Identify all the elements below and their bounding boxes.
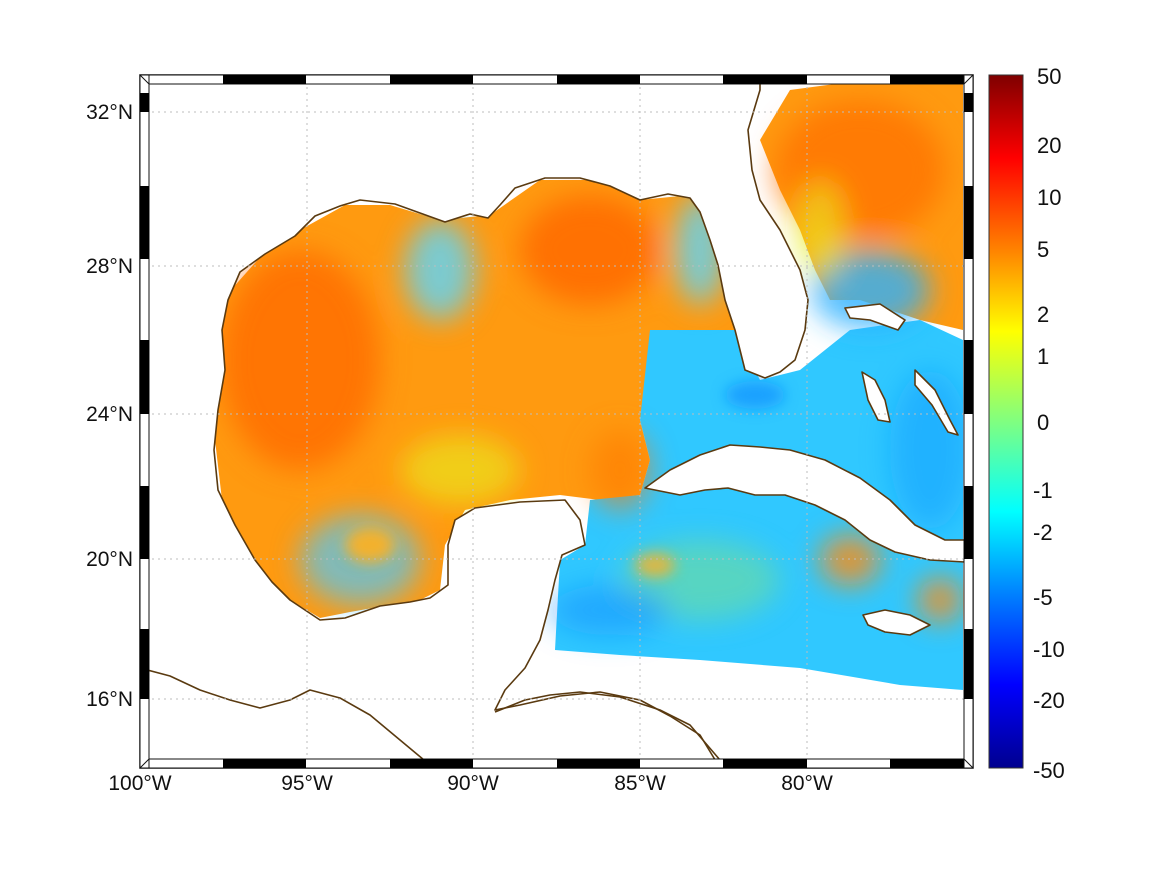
- land-bahamas: [844, 303, 906, 331]
- lat-label-24n: 24°N: [86, 403, 133, 426]
- land-andros: [861, 371, 891, 423]
- land-eleuthera: [914, 369, 959, 436]
- colorbar: 50 20 10 5 2 1 0 -1 -2 -5 -10 -20 -50: [988, 64, 1065, 783]
- colorbar-label-20: 20: [1037, 133, 1061, 158]
- latitude-labels: 16°N 20°N 24°N 28°N 32°N: [86, 101, 133, 711]
- lon-label-90w: 90°W: [447, 772, 499, 795]
- lon-label-95w: 95°W: [281, 772, 333, 795]
- colorbar-label-50: 50: [1037, 64, 1061, 89]
- colorbar-label-neg5: -5: [1033, 585, 1053, 610]
- lat-label-28n: 28°N: [86, 255, 133, 278]
- longitude-labels: 100°W 95°W 90°W 85°W 80°W: [108, 772, 833, 795]
- lat-label-32n: 32°N: [86, 101, 133, 124]
- colorbar-label-neg1: -1: [1033, 478, 1053, 503]
- colorbar-label-5: 5: [1037, 237, 1049, 262]
- colorbar-label-10: 10: [1037, 185, 1061, 210]
- lon-label-85w: 85°W: [614, 772, 666, 795]
- colorbar-label-neg10: -10: [1033, 637, 1065, 662]
- colorbar-label-2: 2: [1037, 302, 1049, 327]
- graticule: [140, 75, 973, 768]
- coast-central-america: [494, 691, 721, 761]
- colorbar-label-1: 1: [1037, 344, 1049, 369]
- colorbar-label-neg2: -2: [1033, 520, 1053, 545]
- land-jamaica: [862, 609, 931, 636]
- coast-honduras: [140, 667, 431, 766]
- colorbar-label-neg50: -50: [1033, 758, 1065, 783]
- colorbar-label-neg20: -20: [1033, 688, 1065, 713]
- lat-label-16n: 16°N: [86, 688, 133, 711]
- lon-label-80w: 80°W: [781, 772, 833, 795]
- colorbar-label-0: 0: [1037, 410, 1049, 435]
- lon-label-100w: 100°W: [108, 772, 171, 795]
- lat-label-20n: 20°N: [86, 548, 133, 571]
- colorbar-scale: [988, 74, 1024, 769]
- map-frame: [139, 74, 974, 769]
